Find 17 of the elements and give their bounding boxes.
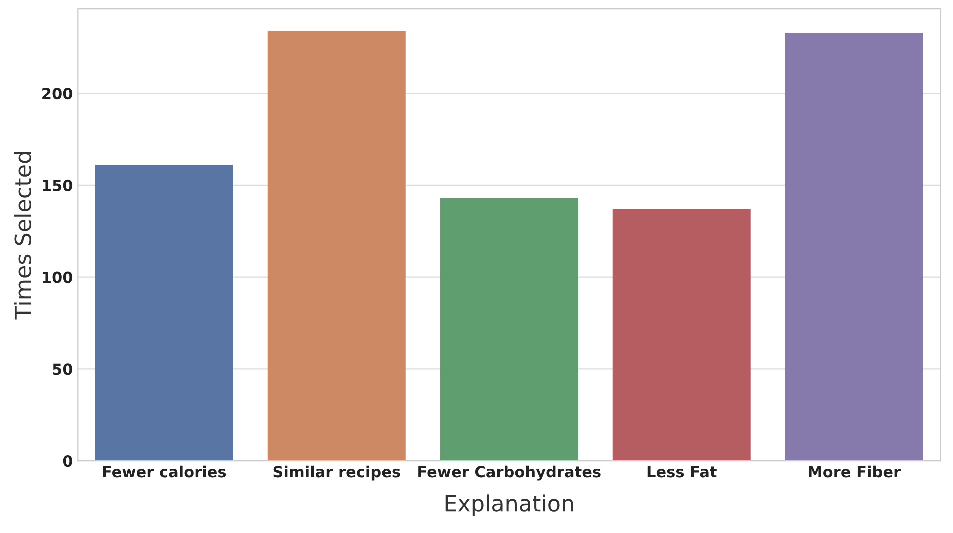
bar	[612, 209, 751, 462]
bar	[95, 165, 234, 462]
bar	[785, 32, 924, 462]
y-tick-label: 50	[53, 364, 73, 376]
x-tick-label: More Fiber	[809, 466, 902, 478]
y-tick-label: 200	[42, 88, 73, 100]
x-tick-label: Similar recipes	[274, 466, 400, 481]
y-tick-label: 0	[63, 456, 73, 468]
bar	[268, 31, 406, 462]
y-tick-label: 100	[43, 272, 73, 284]
x-axis-title: Explanation	[446, 494, 574, 516]
bar	[440, 198, 578, 462]
x-tick-label: Fewer calories	[103, 466, 226, 478]
y-axis-title: Times Selected	[14, 152, 32, 320]
x-tick-label: Less Fat	[648, 466, 717, 478]
x-tick-label: Fewer Carbohydrates	[418, 466, 601, 481]
y-tick-label: 150	[43, 180, 73, 192]
